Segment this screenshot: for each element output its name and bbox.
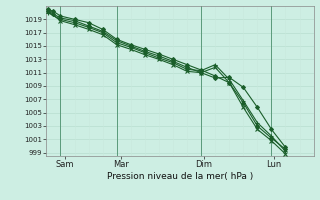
- X-axis label: Pression niveau de la mer( hPa ): Pression niveau de la mer( hPa ): [107, 172, 253, 181]
